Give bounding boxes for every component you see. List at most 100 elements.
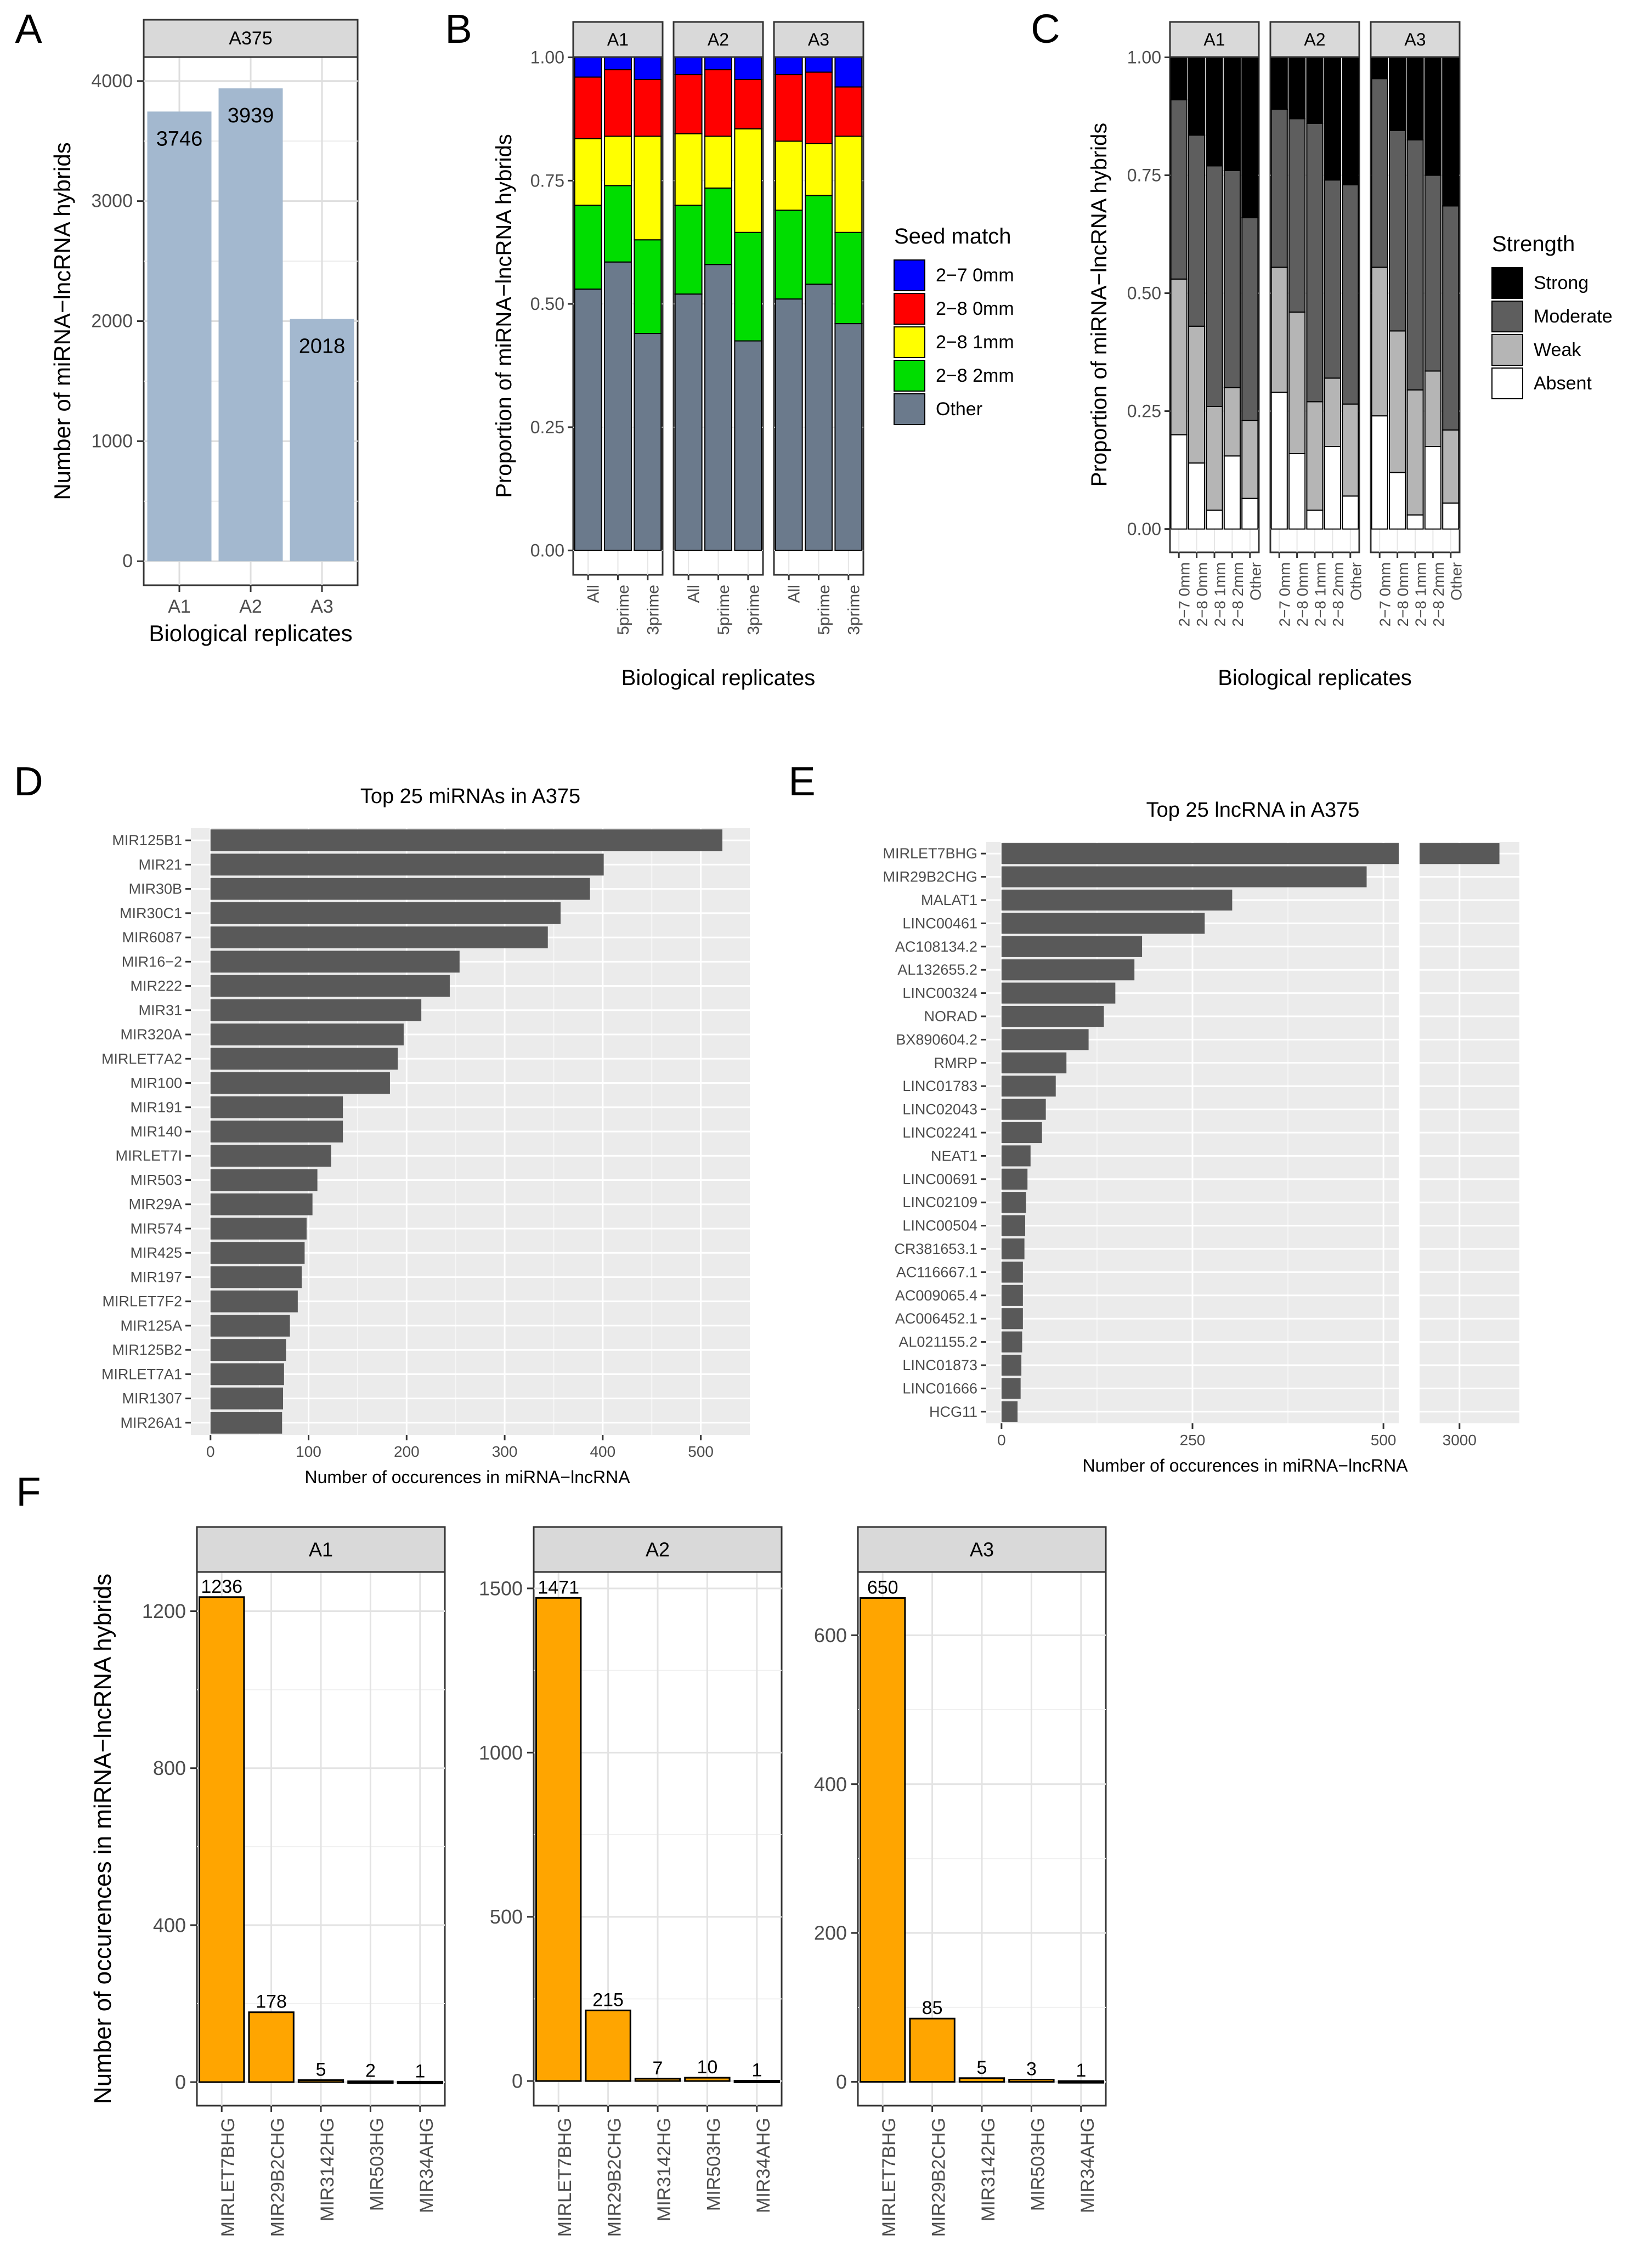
panel-b-ytick-label: 0.00 <box>530 541 564 561</box>
panel-c-segment <box>1371 415 1388 530</box>
panel-a-ylabel: Number of miRNA−lncRNA hybrids <box>49 142 75 500</box>
panel-c-strip-label: A1 <box>1203 30 1225 49</box>
panel-c-segment <box>1406 56 1424 141</box>
panel-d-bar <box>210 1048 398 1070</box>
panel-b-segment <box>604 56 632 71</box>
panel-c-segment <box>1324 179 1341 379</box>
panel-c-segment <box>1170 56 1188 100</box>
panel-c-segment <box>1241 217 1259 421</box>
panel-b-strip <box>773 21 864 58</box>
panel-b-segment <box>634 79 662 137</box>
panel-e-bar <box>1001 1238 1025 1260</box>
panel-c-segment <box>1170 434 1188 530</box>
panel-c-xtick-label: 2−8 2mm <box>1430 562 1447 627</box>
panel-d-xtick-label: 300 <box>492 1443 518 1460</box>
panel-d-category-label: MIR30B <box>128 881 182 897</box>
panel-e-category-label: NORAD <box>924 1008 977 1025</box>
panel-f-xtick-label: MIR34AHG <box>416 2118 437 2213</box>
panel-c-segment <box>1324 446 1341 530</box>
panel-b-segment <box>674 205 703 295</box>
panel-e-bar <box>1001 936 1143 957</box>
panel-d-bar <box>210 1023 404 1045</box>
panel-f-value-label: 85 <box>922 1998 943 2018</box>
panel-f-value-label: 178 <box>256 1992 287 2012</box>
panel-b-ylabel: Proportion of miRNA−lncRNA hybrids <box>492 134 516 498</box>
panel-c-ytick-label: 0.75 <box>1127 166 1161 185</box>
panel-b-segment <box>634 135 662 241</box>
panel-c-segment <box>1223 56 1241 171</box>
panel-a-value-label: 3939 <box>228 104 274 127</box>
panel-d-bar <box>210 1193 313 1215</box>
panel-f-value-label: 1 <box>1076 2060 1086 2081</box>
panel-f-xtick-label: MIR503HG <box>366 2118 387 2211</box>
panel-e-bar <box>1001 959 1135 981</box>
panel-f-ytick-label: 800 <box>153 1757 186 1779</box>
panel-d-bar <box>210 829 722 852</box>
panel-c-segment <box>1288 453 1306 530</box>
panel-e-bar <box>1001 1076 1056 1097</box>
panel-f-value-label: 1 <box>751 2060 762 2080</box>
panel-b-segment <box>834 231 863 325</box>
panel-b-legend-label: 2−8 1mm <box>936 332 1014 353</box>
panel-b-segment <box>674 293 703 551</box>
panel-b-xtick-label: All <box>585 585 603 603</box>
panel-a-bar-a3 <box>290 319 354 562</box>
panel-a-ytick-label: 0 <box>122 551 133 572</box>
panel-e-bar <box>1001 1192 1026 1213</box>
panel-c-legend-key <box>1491 334 1523 366</box>
panel-c-segment <box>1371 267 1388 417</box>
panel-d-bar <box>210 1218 307 1240</box>
panel-b-strip-label: A2 <box>708 30 729 49</box>
panel-c-ytick-label: 0.25 <box>1127 401 1161 421</box>
panel-b-segment <box>775 74 803 142</box>
panel-b-segment <box>674 56 703 76</box>
panel-f-ytick-label: 600 <box>814 1624 847 1647</box>
panel-c-segment <box>1241 497 1259 530</box>
panel-c-segment <box>1223 169 1241 388</box>
panel-f-ytick-label: 200 <box>814 1922 847 1944</box>
panel-c-legend-label: Moderate <box>1534 306 1613 327</box>
panel-c-segment <box>1389 56 1406 131</box>
panel-b-segment <box>574 205 602 290</box>
panel-f-xtick-label: MIRLET7BHG <box>218 2118 239 2237</box>
panel-c-segment <box>1389 129 1406 332</box>
panel-c-xtick-label: 2−8 2mm <box>1330 562 1347 627</box>
panel-b-segment <box>834 86 863 137</box>
panel-c-segment <box>1206 510 1223 530</box>
panel-b-ytick-label: 0.75 <box>530 171 564 190</box>
panel-b-segment <box>604 69 632 137</box>
panel-b-segment <box>775 210 803 300</box>
panel-b-segment <box>634 239 662 335</box>
panel-f-value-label: 215 <box>592 1989 624 2010</box>
panel-b-legend-label: 2−7 0mm <box>936 265 1014 286</box>
panel-c-segment <box>1442 205 1460 431</box>
panel-c-segment <box>1442 429 1460 504</box>
panel-f-ytick-label: 0 <box>512 2070 523 2092</box>
panel-c-segment <box>1406 139 1424 391</box>
panel-c-xtick-label: 2−8 0mm <box>1294 562 1311 627</box>
panel-f-ytick-label: 1200 <box>142 1600 186 1622</box>
panel-b-segment <box>734 79 762 129</box>
panel-letter-b: B <box>445 6 472 52</box>
panel-c-segment <box>1241 56 1259 218</box>
panel-e-category-label: MIR29B2CHG <box>883 869 977 885</box>
panel-d-xtick-label: 0 <box>206 1443 215 1460</box>
panel-e-category-label: HCG11 <box>929 1404 977 1420</box>
panel-f-ytick-label: 500 <box>490 1905 523 1928</box>
panel-f-value-label: 7 <box>653 2058 663 2079</box>
panel-f-bar <box>248 2011 295 2083</box>
panel-c-segment <box>1288 118 1306 313</box>
panel-c-strip <box>1269 21 1360 58</box>
panel-e-bar <box>1001 1354 1022 1376</box>
panel-b-segment <box>805 71 833 144</box>
panel-c-segment <box>1424 56 1442 176</box>
panel-e-xtick-label: 500 <box>1371 1432 1397 1449</box>
panel-d: 0 100 200 300 400 500 MIR125B1 MIR21 MIR30B MIR30… <box>101 785 750 1487</box>
panel-f-ytick-label: 400 <box>814 1773 847 1795</box>
panel-d-bar <box>210 1169 318 1191</box>
panel-d-category-label: MIR125A <box>120 1317 182 1334</box>
panel-d-category-label: MIR222 <box>130 978 182 994</box>
panel-f-value-label: 2 <box>365 2061 376 2082</box>
panel-e-category-label: MALAT1 <box>921 892 977 908</box>
